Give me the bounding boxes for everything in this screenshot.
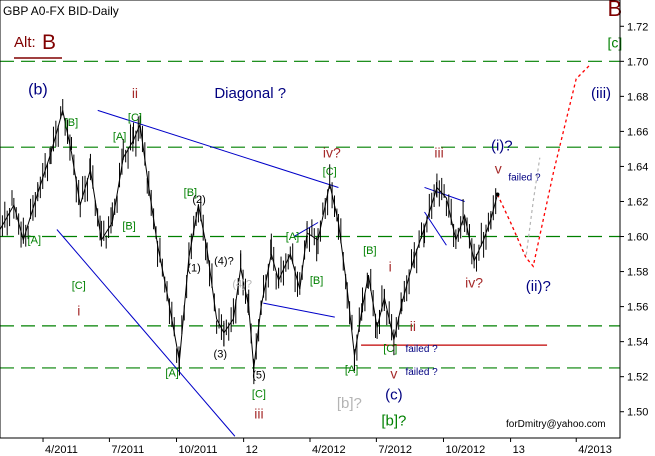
trend-lines [56,109,465,437]
y-tick-label: 1.60 [627,232,648,244]
wave-label: [B] [122,221,135,233]
wave-label: failed ? [508,172,541,183]
wave-label: v [495,160,502,176]
y-tick-label: 1.66 [627,126,648,138]
wave-annotations: (b) ii[C][B][A]Diagonal ?iv?[C][B](2)[B][… [28,0,623,430]
wave-label: (4)? [214,256,234,268]
wave-label: [A] [165,368,178,380]
wave-label: i [77,302,80,318]
wave-label: (5) [252,369,265,381]
y-axis: 1.72 1.70 1.68 1.66 1.64 1.62 1.60 1.58 1.56 1.54… [620,21,648,419]
wave-label: [C] [72,280,86,292]
y-tick-label: 1.52 [627,372,648,384]
y-tick-label: 1.54 [627,337,648,349]
x-tick-label: 4/2013 [578,444,612,456]
alt-label: Alt: [14,34,36,51]
alt-wave-label: B [42,31,56,54]
wave-label: [A] [286,231,299,243]
wave-label: (i)? [491,138,513,155]
x-tick-label: 10/2011 [179,444,218,456]
wave-label: iv? [465,274,483,290]
y-tick-label: 1.50 [627,407,648,419]
channel-line [293,222,319,237]
x-tick-label: 10/2012 [445,444,485,456]
x-tick-label: 4/2012 [312,444,346,456]
wave-label: iii [434,145,443,161]
wave-label: iii [254,406,263,422]
wave-label: [A] [345,364,358,376]
y-tick-label: 1.56 [627,302,648,314]
y-tick-label: 1.70 [627,56,648,68]
wave-label: [c] [608,34,623,50]
x-tick-label: 7/2012 [378,444,412,456]
y-tick-label: 1.72 [627,21,648,33]
wave-label: [C] [323,166,337,178]
wave-label: [A] [113,131,126,143]
wave-label: [C] [128,112,142,124]
wave-label: (ii)? [526,278,551,295]
wave-label: failed ? [405,367,438,378]
wave-label: (1) [187,263,200,275]
watermark: forDmitry@yahoo.com [506,419,606,430]
wave-label: v [390,365,397,381]
wave-label: ii [132,85,138,101]
wave-label: (3) [214,348,227,360]
wave-label: ii [410,318,416,334]
wave-label: [B] [310,275,323,287]
wave-label: (iii) [591,85,611,102]
wave-label: [b]? [337,395,362,412]
wave-label: B [608,0,623,21]
y-tick-label: 1.68 [627,91,648,103]
x-tick-label: 13 [513,444,525,456]
wave-label: [B] [65,117,78,129]
wave-label: Diagonal ? [214,85,286,102]
wave-label: iv? [323,145,341,161]
chart-title: GBP A0-FX BID-Daily [3,4,119,18]
projection-main-line [496,64,591,268]
wave-label: [A] [28,235,41,247]
wave-label: i [389,259,392,275]
wave-label: failed ? [405,344,438,355]
wave-label: [B] [184,187,197,199]
horizontal-levels [0,60,620,369]
last-price-point [495,192,500,197]
y-tick-label: 1.58 [627,267,648,279]
x-tick-label: 12 [246,444,258,456]
wave-label: [C] [252,389,266,401]
x-tick-label: 4/2011 [45,444,78,456]
channel-line [56,229,236,437]
y-tick-label: 1.62 [627,196,648,208]
price-series [0,99,500,385]
wave-label: (2) [192,194,205,206]
wave-label: [b]? [381,413,406,430]
wave-label: [C] [383,343,397,355]
y-tick-label: 1.64 [627,161,648,173]
x-tick-label: 7/2011 [111,444,144,456]
wave-label: (4)? [232,278,252,290]
wave-label: (b) [28,82,48,99]
wave-label: (c) [385,386,403,403]
projections [496,64,591,268]
wave-label: [B] [363,245,376,257]
channel-line [263,302,335,318]
x-axis: 4/2011 7/2011 10/2011 12 4/2012 7/2012 10/2012… [42,438,612,456]
